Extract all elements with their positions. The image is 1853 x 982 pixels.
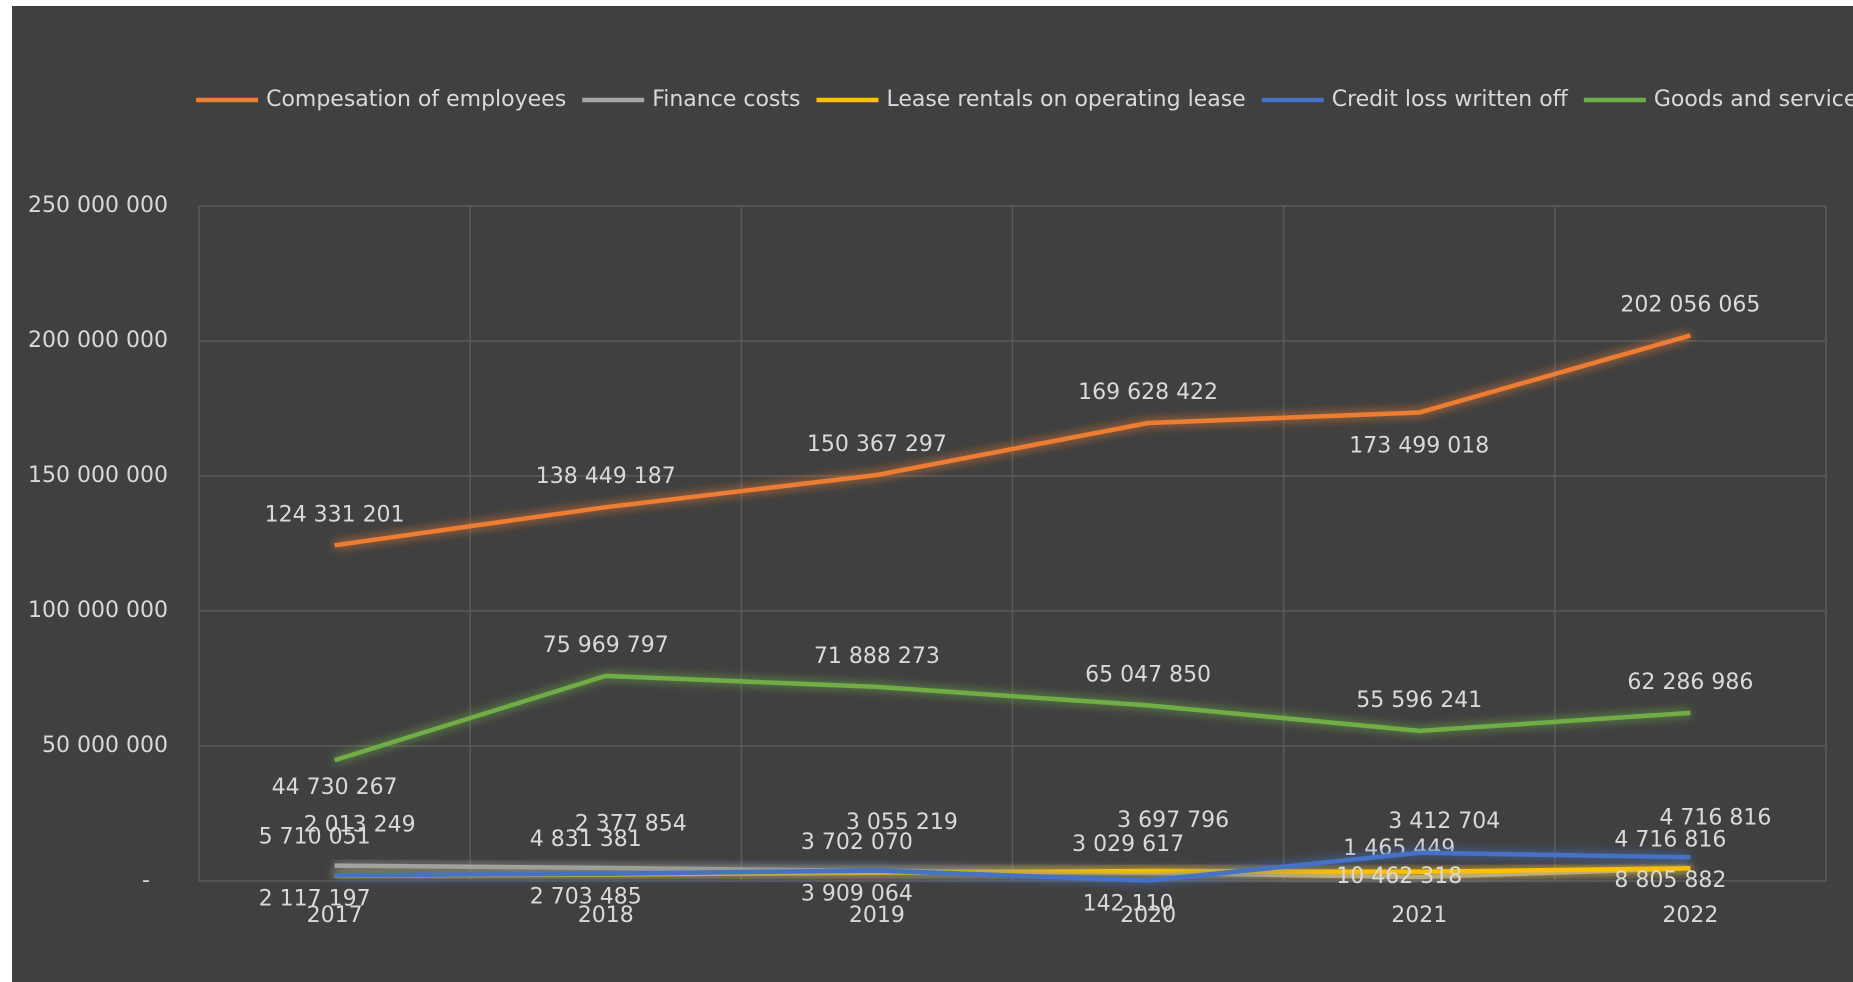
data-label: 3 029 617 — [1072, 832, 1184, 857]
legend-label: Lease rentals on operating lease — [886, 87, 1245, 112]
data-label: 124 331 201 — [265, 502, 405, 527]
data-label: 2 013 249 — [304, 813, 416, 838]
x-tick-label: 2018 — [578, 903, 634, 928]
data-label: 3 909 064 — [801, 881, 913, 906]
data-label: 8 805 882 — [1614, 868, 1726, 893]
data-label: 3 702 070 — [801, 830, 913, 855]
data-label: 2 117 197 — [259, 886, 371, 911]
data-label: 2 703 485 — [530, 885, 642, 910]
data-label: 202 056 065 — [1620, 292, 1760, 317]
data-label: 138 449 187 — [536, 464, 676, 489]
data-label: 173 499 018 — [1349, 434, 1489, 459]
legend-label: Credit loss written off — [1332, 87, 1569, 112]
data-label: 2 377 854 — [575, 812, 687, 837]
data-label: 75 969 797 — [543, 633, 669, 658]
data-label: 44 730 267 — [272, 775, 398, 800]
data-label: 3 412 704 — [1388, 809, 1500, 834]
data-label: 71 888 273 — [814, 644, 940, 669]
series-line — [333, 673, 1691, 763]
legend-label: Goods and services — [1654, 87, 1853, 112]
y-tick-label: 200 000 000 — [28, 328, 168, 353]
data-label: 3 697 796 — [1117, 808, 1229, 833]
data-label: 65 047 850 — [1085, 662, 1211, 687]
data-label: 55 596 241 — [1356, 688, 1482, 713]
legend-label: Compesation of employees — [266, 87, 566, 112]
data-label: 10 462 318 — [1336, 864, 1462, 889]
y-tick-label: - — [142, 868, 150, 893]
series-line — [334, 850, 1691, 883]
x-tick-label: 2021 — [1391, 903, 1447, 928]
y-tick-label: 50 000 000 — [42, 733, 168, 758]
y-tick-label: 150 000 000 — [28, 463, 168, 488]
data-label: 150 367 297 — [807, 432, 947, 457]
data-label: 4 716 816 — [1614, 827, 1726, 852]
data-label: 5 710 051 — [259, 825, 371, 850]
data-label: 62 286 986 — [1627, 670, 1753, 695]
legend-label: Finance costs — [652, 87, 800, 112]
data-label: 3 055 219 — [846, 810, 958, 835]
data-label: 4 831 381 — [530, 827, 642, 852]
y-tick-label: 100 000 000 — [28, 598, 168, 623]
y-tick-label: 250 000 000 — [28, 193, 168, 218]
x-tick-label: 2020 — [1120, 903, 1176, 928]
data-label: 169 628 422 — [1078, 380, 1218, 405]
x-tick-label: 2017 — [307, 903, 363, 928]
series-line — [334, 333, 1692, 548]
data-label: 142 110 — [1083, 892, 1174, 917]
x-tick-label: 2022 — [1662, 903, 1718, 928]
x-tick-label: 2019 — [849, 903, 905, 928]
data-label: 4 716 816 — [1659, 805, 1771, 830]
chart-background — [12, 6, 1853, 982]
